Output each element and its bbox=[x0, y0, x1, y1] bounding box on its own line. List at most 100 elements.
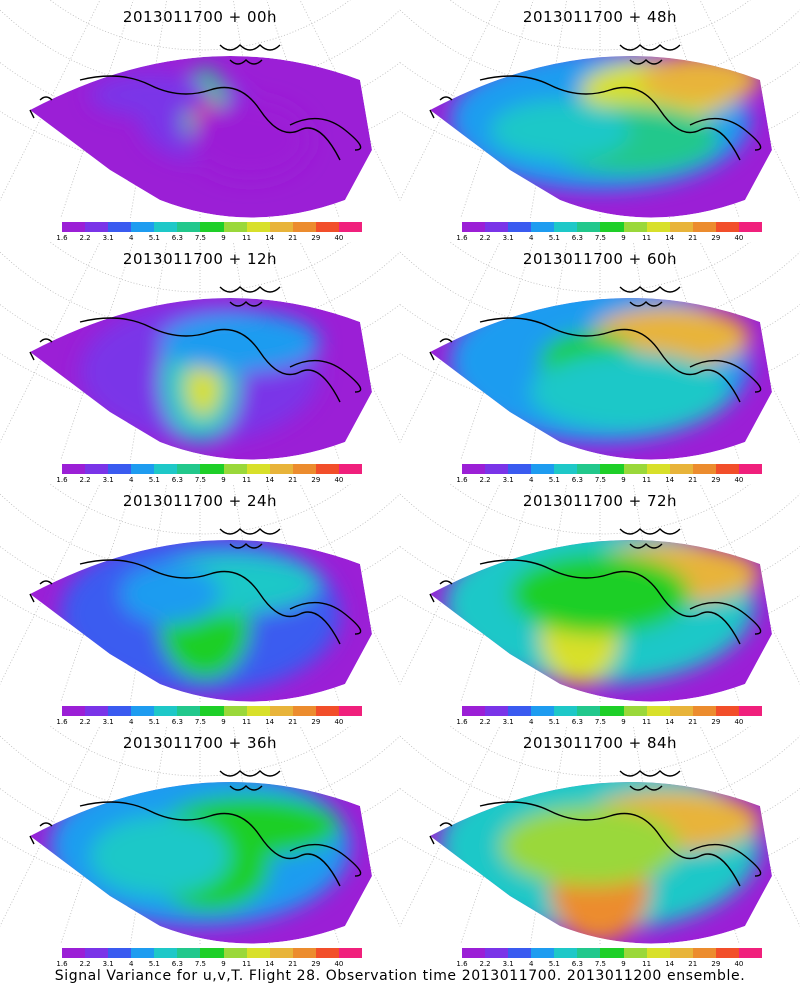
colorbar-swatch bbox=[131, 948, 155, 958]
colorbar-swatch bbox=[292, 222, 316, 232]
colorbar-swatch bbox=[315, 464, 339, 474]
colorbar-tick-label: 6.3 bbox=[171, 476, 183, 484]
colorbar-swatch bbox=[246, 948, 270, 958]
colorbar-tick-label: 14 bbox=[665, 718, 675, 726]
colorbar-swatch bbox=[577, 948, 601, 958]
colorbar-swatch bbox=[554, 706, 578, 716]
colorbar bbox=[462, 948, 763, 958]
colorbar-labels: 1.6 2.2 3.1 4 5.1 6.3 7.5 9 11 14 21 29 40 bbox=[52, 476, 372, 486]
colorbar-tick-label: 1.6 bbox=[456, 476, 468, 484]
colorbar-labels: 1.6 2.2 3.1 4 5.1 6.3 7.5 9 11 14 21 29 40 bbox=[52, 960, 372, 970]
variance-field bbox=[30, 298, 372, 460]
colorbar-tick-label: 29 bbox=[311, 718, 321, 726]
colorbar-swatch bbox=[692, 948, 716, 958]
colorbar-swatch bbox=[692, 222, 716, 232]
colorbar-swatch bbox=[577, 464, 601, 474]
colorbar-tick-label: 14 bbox=[665, 476, 675, 484]
colorbar-tick-label: 11 bbox=[642, 718, 652, 726]
colorbar-swatch bbox=[623, 464, 647, 474]
colorbar-swatch bbox=[85, 464, 109, 474]
colorbar-tick-label: 21 bbox=[288, 960, 298, 968]
colorbar-tick-label: 2.2 bbox=[79, 234, 91, 242]
colorbar-tick-label: 6.3 bbox=[571, 718, 583, 726]
colorbar-swatch bbox=[715, 706, 739, 716]
colorbar-swatch bbox=[692, 706, 716, 716]
colorbar-tick-label: 2.2 bbox=[479, 718, 491, 726]
colorbar-tick-label: 21 bbox=[688, 476, 698, 484]
colorbar bbox=[62, 464, 363, 474]
colorbar-swatch bbox=[269, 464, 293, 474]
colorbar-swatch bbox=[269, 706, 293, 716]
colorbar-tick-label: 6.3 bbox=[171, 960, 183, 968]
colorbar-swatch bbox=[269, 222, 293, 232]
colorbar-tick-label: 3.1 bbox=[502, 718, 514, 726]
colorbar-tick-label: 21 bbox=[688, 960, 698, 968]
colorbar-swatch bbox=[577, 222, 601, 232]
coastline bbox=[429, 44, 762, 161]
colorbar-tick-label: 6.3 bbox=[571, 960, 583, 968]
colorbar-tick-label: 4 bbox=[528, 718, 534, 726]
colorbar-swatch bbox=[315, 222, 339, 232]
colorbar-tick-label: 9 bbox=[221, 234, 226, 242]
colorbar-tick-label: 2.2 bbox=[79, 960, 91, 968]
colorbar-tick-label: 7.5 bbox=[594, 476, 607, 484]
map-panel: 2013011700 + 36h 1.6 2.2 3.1 4 5.1 6.3 7.5 9 11 14… bbox=[0, 726, 400, 968]
colorbar-swatch bbox=[738, 464, 763, 474]
colorbar-swatch bbox=[508, 706, 532, 716]
colorbar-tick-label: 7.5 bbox=[194, 476, 207, 484]
colorbar-swatch bbox=[108, 222, 132, 232]
colorbar bbox=[462, 222, 763, 232]
colorbar-swatch bbox=[462, 706, 486, 716]
colorbar-labels: 1.6 2.2 3.1 4 5.1 6.3 7.5 9 11 14 21 29 40 bbox=[52, 718, 372, 728]
colorbar-swatch bbox=[715, 948, 739, 958]
colorbar-swatch bbox=[62, 464, 86, 474]
colorbar-swatch bbox=[715, 222, 739, 232]
colorbar-swatch bbox=[200, 706, 224, 716]
colorbar-tick-label: 7.5 bbox=[194, 234, 207, 242]
colorbar-tick-label: 4 bbox=[528, 960, 534, 968]
map-panel: 2013011700 + 12h 1.6 2.2 3.1 4 5.1 6.3 7.5 9 11 14… bbox=[0, 242, 400, 484]
colorbar-swatch bbox=[200, 464, 224, 474]
colorbar-swatch bbox=[223, 706, 247, 716]
colorbar-swatch bbox=[338, 706, 363, 716]
variance-map bbox=[0, 484, 400, 702]
colorbar-tick-label: 5.1 bbox=[148, 476, 160, 484]
colorbar-swatch bbox=[85, 706, 109, 716]
variance-map bbox=[400, 0, 800, 218]
colorbar-tick-label: 40 bbox=[334, 718, 344, 726]
colorbar-tick-label: 1.6 bbox=[56, 476, 68, 484]
colorbar-tick-label: 4 bbox=[128, 234, 134, 242]
colorbar-tick-label: 2.2 bbox=[79, 718, 91, 726]
colorbar-tick-label: 14 bbox=[265, 718, 275, 726]
colorbar-swatch bbox=[200, 222, 224, 232]
colorbar-tick-label: 29 bbox=[711, 960, 721, 968]
colorbar-swatch bbox=[62, 222, 86, 232]
colorbar-tick-label: 29 bbox=[311, 234, 321, 242]
colorbar-swatch bbox=[223, 464, 247, 474]
variance-map bbox=[0, 242, 400, 460]
colorbar-tick-label: 7.5 bbox=[594, 960, 607, 968]
colorbar bbox=[62, 222, 363, 232]
colorbar-swatch bbox=[669, 948, 693, 958]
colorbar bbox=[62, 948, 363, 958]
colorbar-tick-label: 1.6 bbox=[456, 234, 468, 242]
colorbar-tick-label: 4 bbox=[128, 718, 134, 726]
colorbar-swatch bbox=[108, 464, 132, 474]
colorbar-tick-label: 3.1 bbox=[502, 234, 514, 242]
colorbar-tick-label: 40 bbox=[734, 234, 744, 242]
colorbar-tick-label: 5.1 bbox=[548, 476, 560, 484]
colorbar-swatch bbox=[338, 464, 363, 474]
variance-field bbox=[430, 297, 772, 460]
colorbar-labels: 1.6 2.2 3.1 4 5.1 6.3 7.5 9 11 14 21 29 40 bbox=[52, 234, 372, 244]
variance-field bbox=[430, 781, 772, 944]
map-panel: 2013011700 + 60h 1.6 2.2 3.1 4 5.1 6.3 7.5 9 11 14… bbox=[400, 242, 800, 484]
colorbar-swatch bbox=[485, 464, 509, 474]
colorbar-swatch bbox=[738, 948, 763, 958]
colorbar bbox=[462, 706, 763, 716]
colorbar-tick-label: 1.6 bbox=[456, 718, 468, 726]
colorbar-tick-label: 21 bbox=[288, 718, 298, 726]
variance-map bbox=[400, 484, 800, 702]
variance-map bbox=[0, 726, 400, 944]
colorbar-tick-label: 11 bbox=[242, 234, 252, 242]
colorbar-tick-label: 6.3 bbox=[571, 476, 583, 484]
